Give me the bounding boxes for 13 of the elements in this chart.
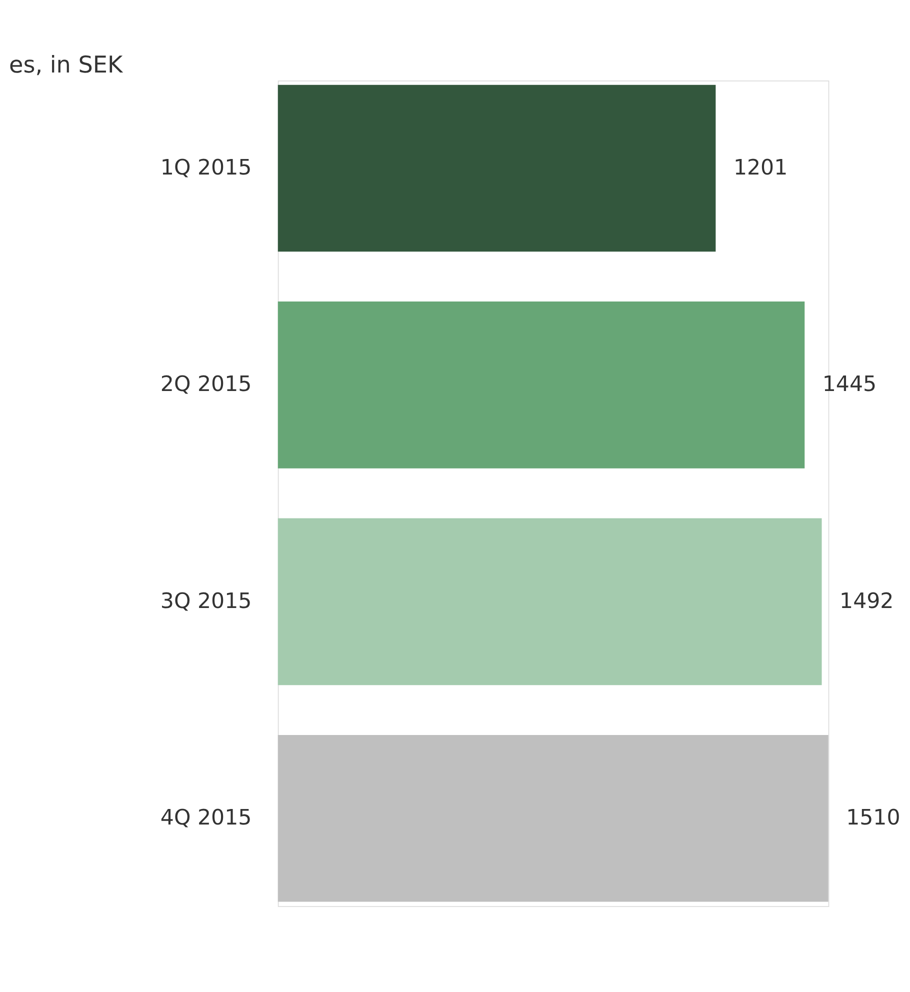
data-label: 1510 bbox=[846, 806, 900, 831]
data-label: 1445 bbox=[822, 372, 877, 398]
bar bbox=[278, 302, 805, 468]
y-tick-label: 1Q 2015 bbox=[160, 155, 252, 180]
data-label: 1492 bbox=[840, 588, 894, 614]
bar bbox=[278, 518, 822, 686]
y-tick-label: 2Q 2015 bbox=[160, 372, 252, 398]
y-tick-label: 3Q 2015 bbox=[160, 588, 252, 614]
text: es, in SEK bbox=[8, 52, 124, 78]
bar bbox=[278, 734, 828, 902]
data-label: 1201 bbox=[733, 155, 788, 180]
y-tick-label: 4Q 2015 bbox=[160, 806, 252, 831]
bar bbox=[278, 84, 716, 252]
